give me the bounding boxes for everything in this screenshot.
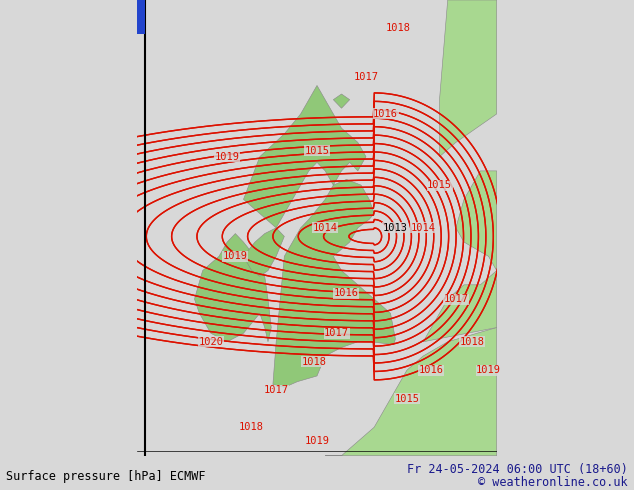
Polygon shape <box>456 171 496 270</box>
Text: Surface pressure [hPa] ECMWF: Surface pressure [hPa] ECMWF <box>6 469 206 483</box>
Polygon shape <box>333 94 350 108</box>
Text: 1016: 1016 <box>373 109 398 119</box>
Text: 1013: 1013 <box>383 223 408 233</box>
Polygon shape <box>273 179 396 388</box>
Text: 1018: 1018 <box>301 357 327 367</box>
Text: 1019: 1019 <box>304 437 330 446</box>
Polygon shape <box>243 85 366 228</box>
Polygon shape <box>325 327 496 456</box>
Text: 1019: 1019 <box>215 151 240 162</box>
Text: 1014: 1014 <box>411 223 436 233</box>
Polygon shape <box>423 270 496 342</box>
Text: 1015: 1015 <box>394 394 419 404</box>
Bar <box>138 0 145 34</box>
Text: 1018: 1018 <box>386 24 411 33</box>
Text: 1017: 1017 <box>264 385 288 395</box>
Text: © weatheronline.co.uk: © weatheronline.co.uk <box>478 475 628 489</box>
Text: 1017: 1017 <box>443 294 469 304</box>
Text: Fr 24-05-2024 06:00 UTC (18+60): Fr 24-05-2024 06:00 UTC (18+60) <box>407 463 628 476</box>
Text: 1018: 1018 <box>239 422 264 432</box>
Text: 1020: 1020 <box>198 337 223 347</box>
Text: 1017: 1017 <box>324 328 349 338</box>
Text: 1017: 1017 <box>354 72 378 82</box>
Text: 1016: 1016 <box>334 288 359 298</box>
Polygon shape <box>243 228 284 276</box>
Polygon shape <box>195 234 271 342</box>
Text: 1016: 1016 <box>419 365 444 375</box>
Text: 1018: 1018 <box>460 337 485 347</box>
Polygon shape <box>439 0 496 157</box>
Text: 1019: 1019 <box>223 251 248 261</box>
Text: 1015: 1015 <box>427 180 452 190</box>
Text: 1019: 1019 <box>476 365 501 375</box>
Text: 1014: 1014 <box>313 223 338 233</box>
Text: 1015: 1015 <box>304 146 330 156</box>
